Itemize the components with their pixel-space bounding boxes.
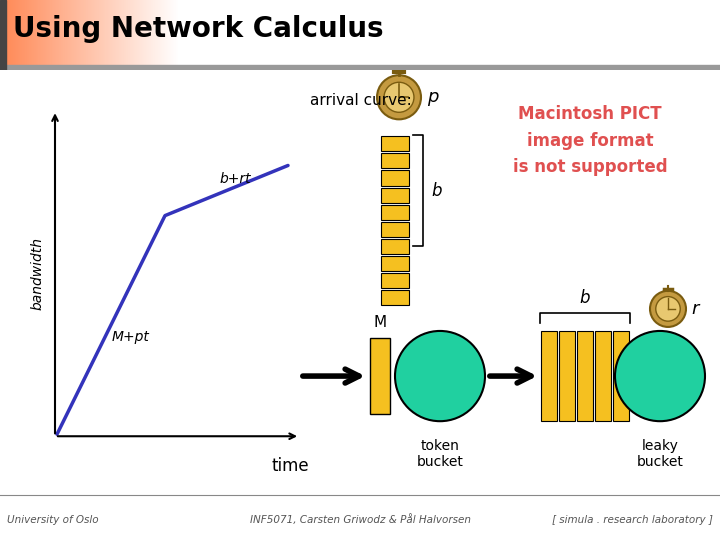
Circle shape	[384, 82, 414, 112]
Text: b: b	[580, 289, 590, 307]
Circle shape	[395, 331, 485, 421]
Bar	[577, 331, 593, 421]
Bar	[0, 0, 6, 70]
Bar	[381, 137, 409, 151]
Text: arrival curve:: arrival curve:	[310, 93, 412, 108]
Bar	[541, 331, 557, 421]
Bar	[381, 205, 409, 220]
Text: token
bucket: token bucket	[417, 439, 464, 469]
Bar	[0, 65, 720, 70]
Bar	[381, 171, 409, 186]
Text: bandwidth: bandwidth	[30, 237, 44, 310]
Bar	[381, 153, 409, 168]
Text: p: p	[427, 88, 438, 106]
Bar	[381, 187, 409, 202]
Text: University of Oslo: University of Oslo	[7, 515, 99, 524]
Circle shape	[377, 75, 421, 119]
Text: Using Network Calculus: Using Network Calculus	[13, 16, 384, 44]
Text: b: b	[431, 182, 441, 200]
Bar	[559, 331, 575, 421]
Bar	[381, 239, 409, 254]
Text: time: time	[271, 457, 309, 475]
Bar	[613, 331, 629, 421]
Text: leaky
bucket: leaky bucket	[636, 439, 683, 469]
Text: INF5071, Carsten Griwodz & Pål Halvorsen: INF5071, Carsten Griwodz & Pål Halvorsen	[250, 514, 470, 525]
Bar	[595, 331, 611, 421]
Text: M+pt: M+pt	[112, 330, 150, 344]
Bar	[381, 290, 409, 305]
Circle shape	[650, 291, 686, 327]
Circle shape	[615, 331, 705, 421]
Circle shape	[656, 296, 680, 321]
Text: M: M	[374, 315, 387, 330]
Bar	[370, 338, 390, 414]
Text: r: r	[691, 300, 698, 318]
Text: [ simula . research laboratory ]: [ simula . research laboratory ]	[552, 515, 713, 524]
Bar	[381, 256, 409, 271]
Bar	[381, 273, 409, 288]
Text: Macintosh PICT
image format
is not supported: Macintosh PICT image format is not suppo…	[513, 105, 667, 176]
Bar	[381, 221, 409, 237]
Text: b+rt: b+rt	[220, 172, 251, 186]
